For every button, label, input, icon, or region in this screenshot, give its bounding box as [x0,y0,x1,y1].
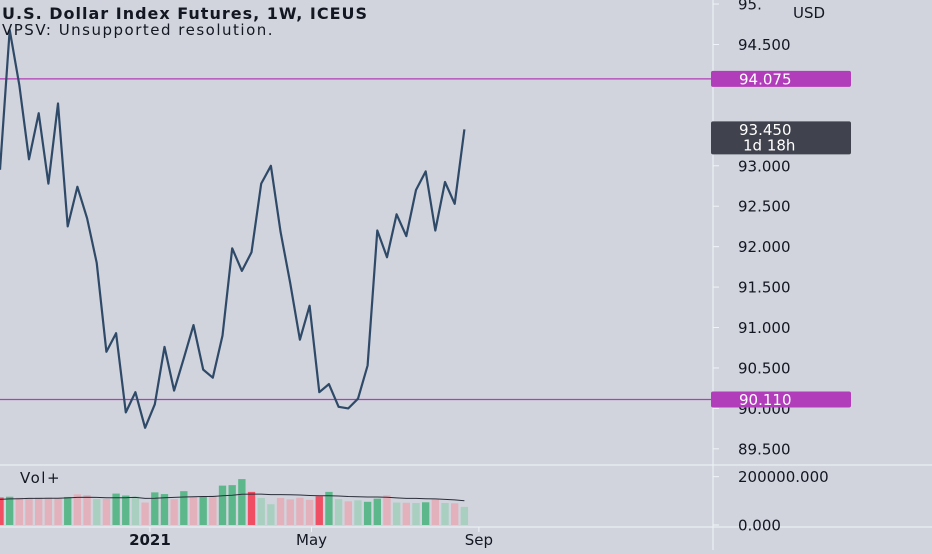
volume-bar [373,498,381,525]
indicator-status: VPSV: Unsupported resolution. [2,21,274,39]
time-axis-tick-label: Sep [465,531,493,549]
volume-axis[interactable]: 200000.000 0.000 [713,468,829,535]
time-axis-tick-label: 2021 [129,531,171,549]
last-price-badge [711,121,851,155]
price-axis-tick-label: 93.000 [738,157,791,175]
volume-bar [296,497,304,525]
volume-bar [354,500,362,525]
volume-bar [170,499,178,525]
volume-bar [267,504,275,525]
bar-countdown-label: 1d 18h [743,136,795,154]
price-axis-tick-label: 91.000 [738,319,791,337]
price-axis-tick-label: 95. [738,0,762,14]
volume-bar [257,497,265,525]
volume-bar [199,496,207,525]
price-axis-tick-label: 89.500 [738,440,791,458]
volume-bar [363,501,372,525]
volume-label: Vol+ [20,469,61,487]
volume-bar [209,495,217,525]
volume-bar [247,491,256,525]
volume-bar [151,492,159,525]
volume-bar [73,494,82,525]
volume-bar [315,496,323,525]
volume-bar [334,499,343,525]
volume-bar [431,499,440,525]
volume-axis-tick-label: 200000.000 [738,468,829,486]
price-axis-tick-label: 94.500 [738,36,791,54]
volume-ma-line [0,493,465,502]
volume-bar [344,501,352,525]
level-price-badge [711,391,851,408]
price-line-layer [0,28,466,429]
volume-bar [54,497,62,525]
chart-title: U.S. Dollar Index Futures, 1W, ICEUS [2,4,368,23]
volume-bar [160,494,169,525]
volume-bar [5,496,14,525]
volume-bar [112,493,120,525]
volume-bar [228,485,236,525]
volume-bar [325,491,333,525]
volume-bar [276,497,285,525]
volume-bar [305,499,314,525]
volume-bar [180,491,188,525]
time-axis-tick-label: May [296,531,327,549]
volume-axis-tick-label: 0.000 [738,517,781,535]
volume-bar [15,497,24,525]
volume-bar [102,498,111,525]
level-price-badge-label: 90.110 [739,391,792,409]
volume-bar [35,497,43,525]
time-axis[interactable]: 2021 May Sep [129,527,493,549]
volume-bar [402,502,410,525]
volume-bar [83,495,91,525]
volume-bar [451,503,459,525]
volume-pane [0,479,469,525]
volume-bar [44,497,53,525]
volume-bar [122,495,130,525]
price-axis-tick-label: 90.500 [738,359,791,377]
volume-bar [189,496,198,525]
volume-bar [421,502,430,525]
volume-bar [0,497,4,525]
price-line[interactable] [0,28,466,429]
volume-bar [141,502,149,525]
volume-bar [383,495,391,525]
volume-bar [460,506,469,525]
volume-bar [441,503,449,525]
volume-bar [25,497,33,525]
level-price-badge-label: 94.075 [739,70,792,88]
volume-bar [392,502,401,525]
volume-bar [131,496,140,525]
last-price-label: 93.450 [739,121,792,139]
price-axis-tick-label: 92.000 [738,238,791,256]
price-axis-tick-label: 91.500 [738,279,791,297]
volume-bar [286,499,294,525]
price-axis-tick-label: 92.500 [738,198,791,216]
currency-label: USD [793,4,825,22]
volume-bar [218,485,227,525]
volume-bar [238,479,246,525]
volume-bar [412,503,420,525]
volume-bar [93,498,101,525]
level-price-badge [711,70,851,87]
volume-bar [64,496,72,525]
